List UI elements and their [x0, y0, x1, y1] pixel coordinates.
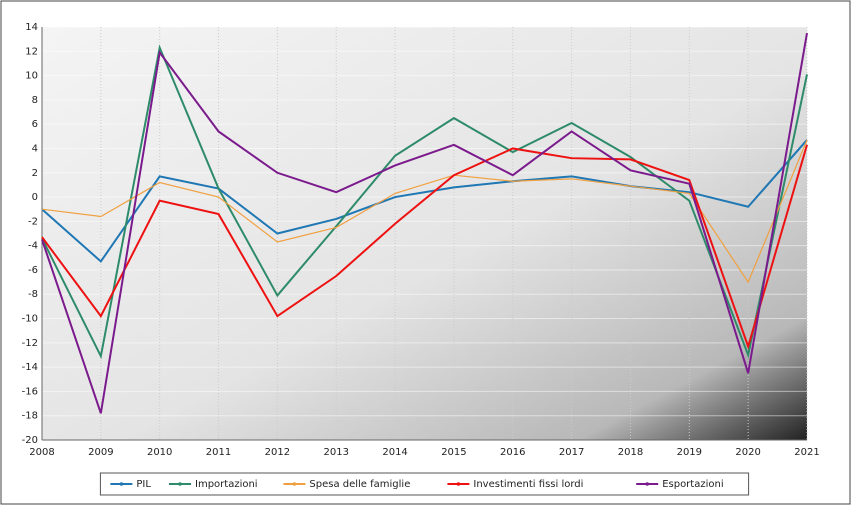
- x-tick-label: 2010: [147, 447, 172, 458]
- series-line: [41, 32, 808, 414]
- x-tick-label: 2009: [88, 447, 113, 458]
- y-tick-label: 6: [32, 119, 38, 130]
- y-tick-label: 14: [25, 22, 38, 33]
- legend-label: Spesa delle famiglie: [309, 479, 410, 490]
- legend-dot: [456, 482, 461, 486]
- y-tick-label: 0: [32, 192, 38, 203]
- x-tick-label: 2020: [735, 447, 760, 458]
- x-tick-label: 2017: [559, 447, 584, 458]
- y-tick-label: -8: [28, 289, 38, 300]
- legend-label: Esportazioni: [662, 479, 723, 490]
- x-tick-label: 2012: [265, 447, 290, 458]
- y-tick-label: -20: [22, 435, 38, 446]
- y-tick-label: -6: [28, 265, 38, 276]
- x-tick-label: 2015: [441, 447, 466, 458]
- series-line: [41, 139, 808, 284]
- y-tick-label: 2: [32, 168, 38, 179]
- legend: PIL Importazioni Spesa delle famiglie Inves…: [99, 472, 750, 496]
- y-tick-label: -12: [22, 338, 38, 349]
- y-tick-label: -14: [22, 362, 38, 373]
- series-line: [41, 44, 808, 360]
- y-tick-label: -18: [22, 411, 38, 422]
- x-tick-label: 2013: [324, 447, 349, 458]
- x-tick-label: 2018: [618, 447, 643, 458]
- x-tick-label: 2011: [206, 447, 231, 458]
- legend-label: Importazioni: [195, 479, 258, 490]
- y-tick-label: -16: [22, 386, 38, 397]
- y-tick-label: -2: [28, 216, 38, 227]
- legend-dot: [178, 482, 182, 486]
- x-tick-label: 2021: [794, 447, 819, 458]
- x-tick-label: 2008: [29, 447, 54, 458]
- y-tick-label: -4: [28, 241, 38, 252]
- legend-dot: [645, 482, 649, 486]
- y-tick-label: 4: [32, 143, 38, 154]
- plot-area: [42, 27, 807, 440]
- x-tick-label: 2019: [677, 447, 702, 458]
- series-line: [41, 144, 808, 350]
- legend-box: [99, 472, 750, 496]
- legend-label: Investimenti fissi lordi: [473, 479, 583, 490]
- y-tick-label: -10: [22, 314, 38, 325]
- y-tick-label: 10: [25, 71, 38, 82]
- x-tick-label: 2014: [382, 447, 407, 458]
- y-tick-label: 12: [25, 46, 38, 57]
- legend-dot: [292, 482, 297, 486]
- x-tick-label: 2016: [500, 447, 525, 458]
- legend-label: PIL: [136, 479, 151, 490]
- y-tick-label: 8: [32, 95, 38, 106]
- legend-dot: [119, 482, 124, 486]
- series-line: [41, 139, 808, 263]
